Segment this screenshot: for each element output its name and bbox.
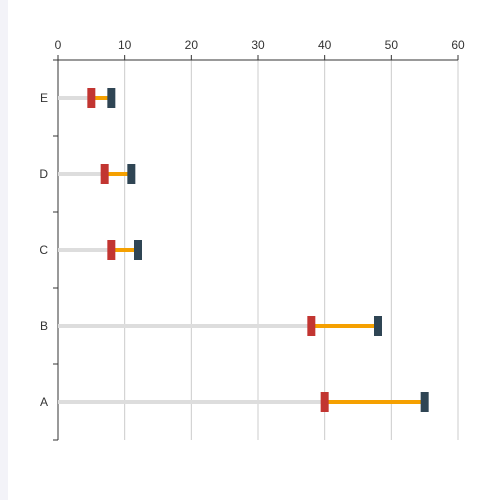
y-tick-label-B: B — [40, 319, 48, 333]
x-tick-label-20: 20 — [185, 38, 199, 52]
end-marker-B — [374, 316, 382, 336]
y-tick-label-A: A — [40, 395, 48, 409]
x-tick-label-30: 30 — [251, 38, 265, 52]
x-tick-label-60: 60 — [451, 38, 465, 52]
end-marker-E — [107, 88, 116, 108]
grid-lines — [124, 60, 459, 440]
start-marker-C — [107, 240, 116, 260]
x-tick-label-10: 10 — [118, 38, 132, 52]
end-marker-D — [127, 164, 136, 184]
x-tick-label-50: 50 — [385, 38, 399, 52]
x-tick-label-0: 0 — [55, 38, 62, 52]
chart-marks — [58, 88, 429, 412]
y-tick-label-E: E — [40, 91, 48, 105]
y-tick-label-C: C — [39, 243, 48, 257]
axes: 0 10 20 30 40 50 60 E D C B A — [39, 38, 465, 441]
x-tick-label-40: 40 — [318, 38, 332, 52]
start-marker-A — [320, 392, 329, 412]
start-marker-D — [100, 164, 109, 184]
y-tick-label-D: D — [39, 167, 48, 181]
end-marker-A — [420, 392, 429, 412]
start-marker-E — [87, 88, 96, 108]
start-marker-B — [307, 316, 316, 336]
end-marker-C — [134, 240, 142, 260]
